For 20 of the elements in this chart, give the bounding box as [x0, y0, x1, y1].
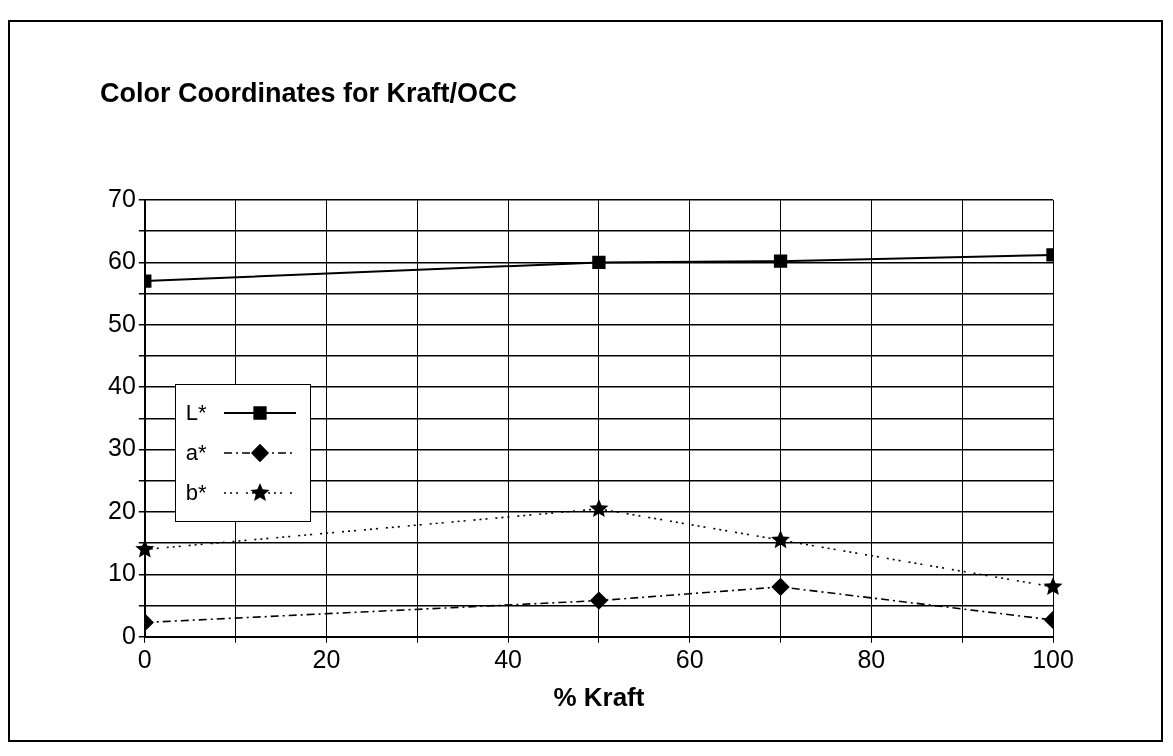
point	[589, 498, 609, 517]
legend-label: L*	[185, 400, 208, 427]
x-tick-label: 80	[857, 644, 886, 673]
y-tick-label: 20	[108, 495, 136, 524]
x-tick-label: 100	[1032, 644, 1074, 673]
y-tick-label: 30	[108, 433, 136, 462]
legend-label: a*	[185, 440, 208, 467]
point	[771, 530, 791, 549]
y-tick-label: 10	[108, 558, 136, 587]
x-axis-title: % Kraft	[553, 681, 645, 712]
chart-title: Color Coordinates for Kraft/OCC	[100, 78, 518, 109]
y-tick-label: 70	[108, 183, 136, 212]
legend-label: b*	[185, 480, 208, 507]
y-tick-label: 60	[108, 246, 136, 275]
y-tick-label: 50	[108, 308, 136, 337]
y-tick-label: 0	[121, 620, 136, 649]
x-tick-label: 40	[494, 644, 522, 673]
y-tick-label: 40	[108, 371, 136, 400]
x-tick-label: 60	[675, 644, 704, 673]
x-tick-label: 20	[312, 644, 341, 673]
